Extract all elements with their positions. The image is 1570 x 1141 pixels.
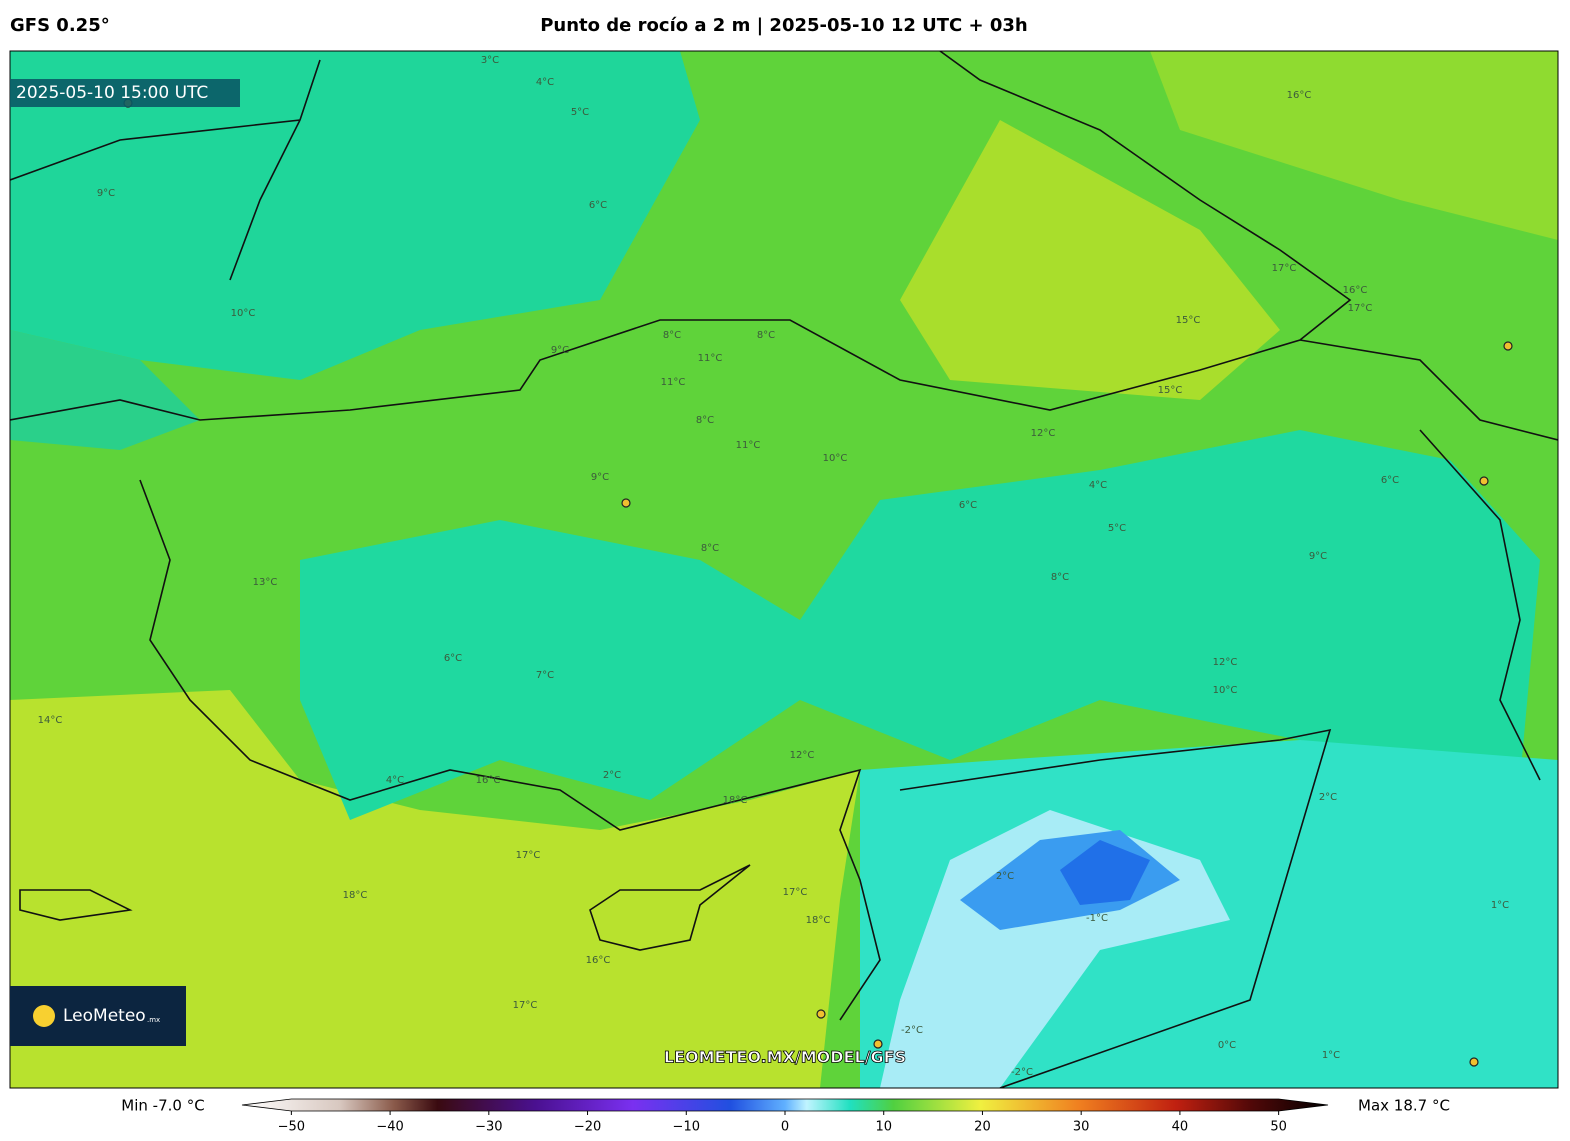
contour-label: 6°C	[589, 200, 607, 211]
contour-label: 11°C	[736, 440, 761, 451]
contour-label: 8°C	[1051, 572, 1069, 583]
colorbar-tick-label: −10	[673, 1120, 700, 1135]
contour-label: 16°C	[476, 775, 501, 786]
contour-label: 6°C	[959, 500, 977, 511]
contour-label: 17°C	[1272, 263, 1297, 274]
contour-label: -2°C	[901, 1025, 923, 1036]
contour-label: 6°C	[1381, 475, 1399, 486]
contour-label: 4°C	[386, 775, 404, 786]
contour-label: 5°C	[571, 107, 589, 118]
contour-label: 2°C	[603, 770, 621, 781]
colorbar-tick-label: 0	[781, 1120, 789, 1135]
logo-suffix: .mx	[147, 1016, 160, 1024]
contour-label: 4°C	[536, 77, 554, 88]
contour-label: 16°C	[1287, 90, 1312, 101]
contour-label: 10°C	[1213, 685, 1238, 696]
time-box	[10, 79, 240, 107]
contour-label: 9°C	[591, 472, 609, 483]
contour-label: 9°C	[551, 345, 569, 356]
contour-label: 8°C	[696, 415, 714, 426]
contour-label: 16°C	[586, 955, 611, 966]
borders	[10, 51, 1558, 1088]
contour-labels: 3°C 4°C 5°C 6°C 9°C 8°C 10°C 9°C 8°C 8°C 11°C 11°C 9…	[38, 55, 1510, 1078]
contour-label: 2°C	[996, 871, 1014, 882]
blue-core	[1060, 840, 1150, 905]
contour-label: 3°C	[481, 55, 499, 66]
contour-label: 0°C	[1218, 1040, 1236, 1051]
contour-label: 5°C	[1108, 523, 1126, 534]
contour-label: 6°C	[444, 653, 462, 664]
contour-label: 16°C	[1343, 285, 1368, 296]
contour-label: 12°C	[1031, 428, 1056, 439]
contour-label: 12°C	[1213, 657, 1238, 668]
contour-label: 10°C	[231, 308, 256, 319]
logo-name: LeoMeteo	[63, 1006, 146, 1026]
colorbar-tick-label: −20	[574, 1120, 601, 1135]
contour-label: 13°C	[253, 577, 278, 588]
yellow-region	[10, 690, 860, 1088]
contour-label: 10°C	[823, 453, 848, 464]
contour-label: 11°C	[661, 377, 686, 388]
contour-label: 15°C	[1176, 315, 1201, 326]
contour-label: 8°C	[663, 330, 681, 341]
contour-label: 8°C	[757, 330, 775, 341]
green-region	[1150, 51, 1558, 240]
contour-label: 9°C	[97, 188, 115, 199]
map	[10, 51, 1558, 1088]
model-label: GFS 0.25°	[10, 15, 110, 36]
contour-label: 14°C	[38, 715, 63, 726]
contour-label: 15°C	[1158, 385, 1183, 396]
colorbar-tick-label: 40	[1172, 1120, 1189, 1135]
colorbar-tick-label: −40	[376, 1120, 403, 1135]
contour-label: -2°C	[1011, 1067, 1033, 1078]
colorbar-tick-label: 30	[1073, 1120, 1090, 1135]
colorbar-tick-label: −50	[278, 1120, 305, 1135]
contour-label: -1°C	[1086, 913, 1108, 924]
colorbar-tick-label: 20	[974, 1120, 991, 1135]
yellow-region	[900, 120, 1280, 400]
contour-label: 11°C	[698, 353, 723, 364]
map-title: Punto de rocío a 2 m | 2025-05-10 12 UTC…	[540, 15, 1028, 36]
colorbar-tick-label: −30	[475, 1120, 502, 1135]
colorbar-body	[241, 1098, 1329, 1112]
url: LEOMETEO.MX/MODEL/GFS	[664, 1048, 906, 1067]
teal-region	[300, 430, 1540, 820]
colorbar: −50 −40 −30 −20 −10 0 10 20 30 40 50	[241, 1098, 1329, 1135]
contour-label: 7°C	[536, 670, 554, 681]
contour-label: 17°C	[516, 850, 541, 861]
contour-label: 18°C	[806, 915, 831, 926]
contour-label: 18°C	[723, 795, 748, 806]
map-frame	[9, 50, 1559, 1089]
contour-label: 8°C	[701, 543, 719, 554]
teal-region	[10, 330, 200, 450]
contour-label: 18°C	[343, 890, 368, 901]
contour-label: 17°C	[783, 887, 808, 898]
min-label: Min -7.0 °C	[121, 1097, 204, 1115]
colorbar-tick-label: 50	[1270, 1120, 1287, 1135]
logo-sun	[33, 1005, 55, 1027]
contour-label: 17°C	[513, 1000, 538, 1011]
valid-time: 2025-05-10 15:00 UTC	[16, 83, 208, 103]
colorbar-tick-label: 10	[875, 1120, 892, 1135]
contour-label: 4°C	[1089, 480, 1107, 491]
contour-label: 9°C	[1309, 551, 1327, 562]
contour-label: 1°C	[1322, 1050, 1340, 1061]
contour-label: 17°C	[1348, 303, 1373, 314]
contour-label: 1°C	[1491, 900, 1509, 911]
max-label: Max 18.7 °C	[1358, 1097, 1450, 1115]
contour-label: 2°C	[1319, 792, 1337, 803]
contour-label: 12°C	[790, 750, 815, 761]
